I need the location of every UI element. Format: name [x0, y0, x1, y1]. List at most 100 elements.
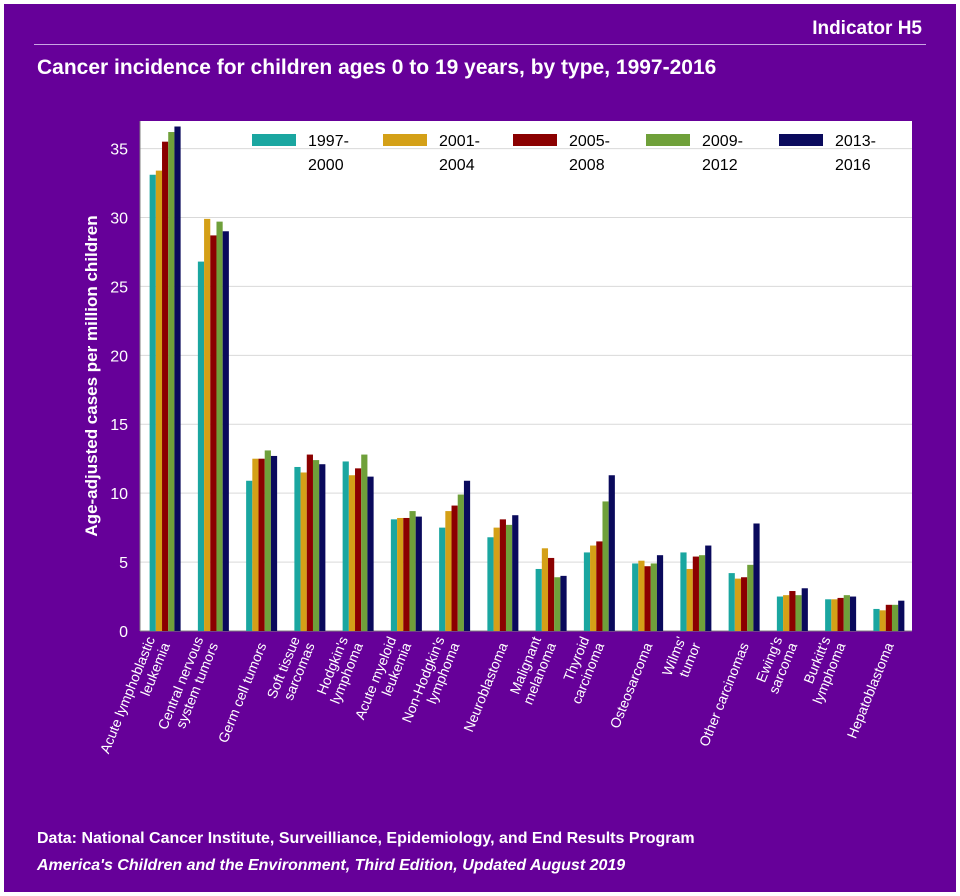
bar	[505, 524, 513, 631]
bar	[776, 596, 784, 631]
legend-swatch	[252, 134, 296, 146]
y-axis-title: Age-adjusted cases per million children	[82, 215, 101, 536]
bar	[197, 261, 205, 631]
bar	[174, 126, 181, 631]
y-tick-label: 25	[110, 279, 128, 296]
bar	[168, 132, 175, 631]
legend-swatch	[383, 134, 427, 146]
bar	[149, 174, 156, 631]
bar	[680, 552, 687, 631]
bar	[837, 597, 844, 631]
legend-entry-line: 2012	[702, 157, 738, 174]
indicator-label: Indicator H5	[812, 18, 922, 39]
category-label: Acute lymphoblasticleukemia	[97, 634, 173, 762]
legend-entry-line: 2016	[835, 157, 871, 174]
bar	[898, 600, 905, 631]
bar	[451, 505, 458, 631]
bar	[222, 231, 229, 631]
bar	[306, 454, 313, 631]
data-source: Data: National Cancer Institute, Surveil…	[37, 830, 695, 847]
category-label: Other carcinomas	[696, 640, 752, 748]
bar	[361, 454, 368, 631]
bar	[741, 577, 748, 631]
bar	[463, 480, 471, 631]
bar	[632, 563, 639, 631]
legend-entry-line: 2013-	[835, 133, 876, 150]
bar	[583, 552, 591, 631]
bar	[734, 578, 742, 631]
chart-title: Cancer incidence for children ages 0 to …	[37, 56, 717, 79]
legend-swatch	[513, 134, 557, 146]
bar	[698, 555, 706, 631]
category-label: Malignantmelanoma	[505, 634, 559, 707]
legend-swatch	[646, 134, 690, 146]
bar	[390, 519, 398, 631]
bar	[493, 527, 500, 631]
category-label: Neuroblastoma	[460, 640, 510, 734]
bar	[656, 555, 664, 631]
bar	[843, 595, 850, 631]
bar	[795, 595, 802, 631]
bar	[753, 523, 760, 631]
legend-entry: 2009- 2012	[702, 133, 743, 174]
bar	[548, 557, 555, 631]
bar	[367, 476, 374, 631]
category-label-line: Neuroblastoma	[460, 640, 510, 734]
legend-entry-line: 2001-	[439, 133, 480, 150]
bar	[294, 466, 301, 631]
header-rule	[34, 44, 926, 45]
category-label: Ewing'ssarcoma	[750, 634, 800, 696]
bar	[608, 475, 615, 631]
y-tick-label: 0	[119, 624, 128, 641]
bar	[445, 511, 452, 631]
bar	[216, 221, 223, 631]
bar	[705, 545, 712, 631]
category-label: Germ cell tumors	[215, 640, 270, 745]
bar	[644, 566, 651, 631]
bar	[348, 475, 356, 631]
bar	[728, 573, 735, 631]
bar	[246, 480, 253, 631]
bar	[825, 599, 832, 631]
bar	[801, 588, 808, 631]
legend-entry-line: 2009-	[702, 133, 743, 150]
bar	[789, 591, 796, 631]
category-label: Burkitt'slymphoma	[795, 634, 849, 706]
legend-entry-line: 1997-	[308, 133, 349, 150]
bar	[783, 595, 790, 631]
legend-entry-line: 2004	[439, 157, 475, 174]
bar	[831, 599, 838, 631]
bar	[499, 519, 506, 631]
bar	[692, 556, 699, 631]
bar	[439, 527, 446, 631]
category-label-line: Germ cell tumors	[215, 640, 270, 745]
bar	[512, 515, 519, 631]
bar	[602, 501, 609, 631]
bar	[355, 468, 362, 631]
category-label: Hodgkin'slymphoma	[312, 634, 366, 706]
bar	[891, 604, 899, 631]
legend-entry: 2005- 2008	[569, 133, 610, 174]
bar	[590, 545, 597, 631]
bar	[541, 548, 549, 631]
category-label-line: Hepatoblastoma	[844, 640, 897, 741]
y-tick-label: 30	[110, 210, 128, 227]
bar	[638, 560, 645, 631]
bar	[849, 596, 857, 631]
bar	[397, 517, 404, 631]
bar	[319, 464, 326, 631]
y-tick-label: 35	[110, 142, 128, 159]
bar	[457, 494, 464, 631]
bar	[204, 218, 211, 631]
y-tick-label: 5	[119, 555, 128, 572]
bar	[596, 541, 603, 631]
y-tick-label: 15	[110, 417, 128, 434]
legend-entry-line: 2008	[569, 157, 605, 174]
legend-entry-line: 2000	[308, 157, 344, 174]
bar	[873, 608, 880, 631]
bar	[686, 568, 693, 631]
y-tick-label: 10	[110, 486, 128, 503]
edition-note: America's Children and the Environment, …	[37, 857, 626, 874]
bar	[162, 141, 169, 632]
bar	[650, 563, 657, 631]
